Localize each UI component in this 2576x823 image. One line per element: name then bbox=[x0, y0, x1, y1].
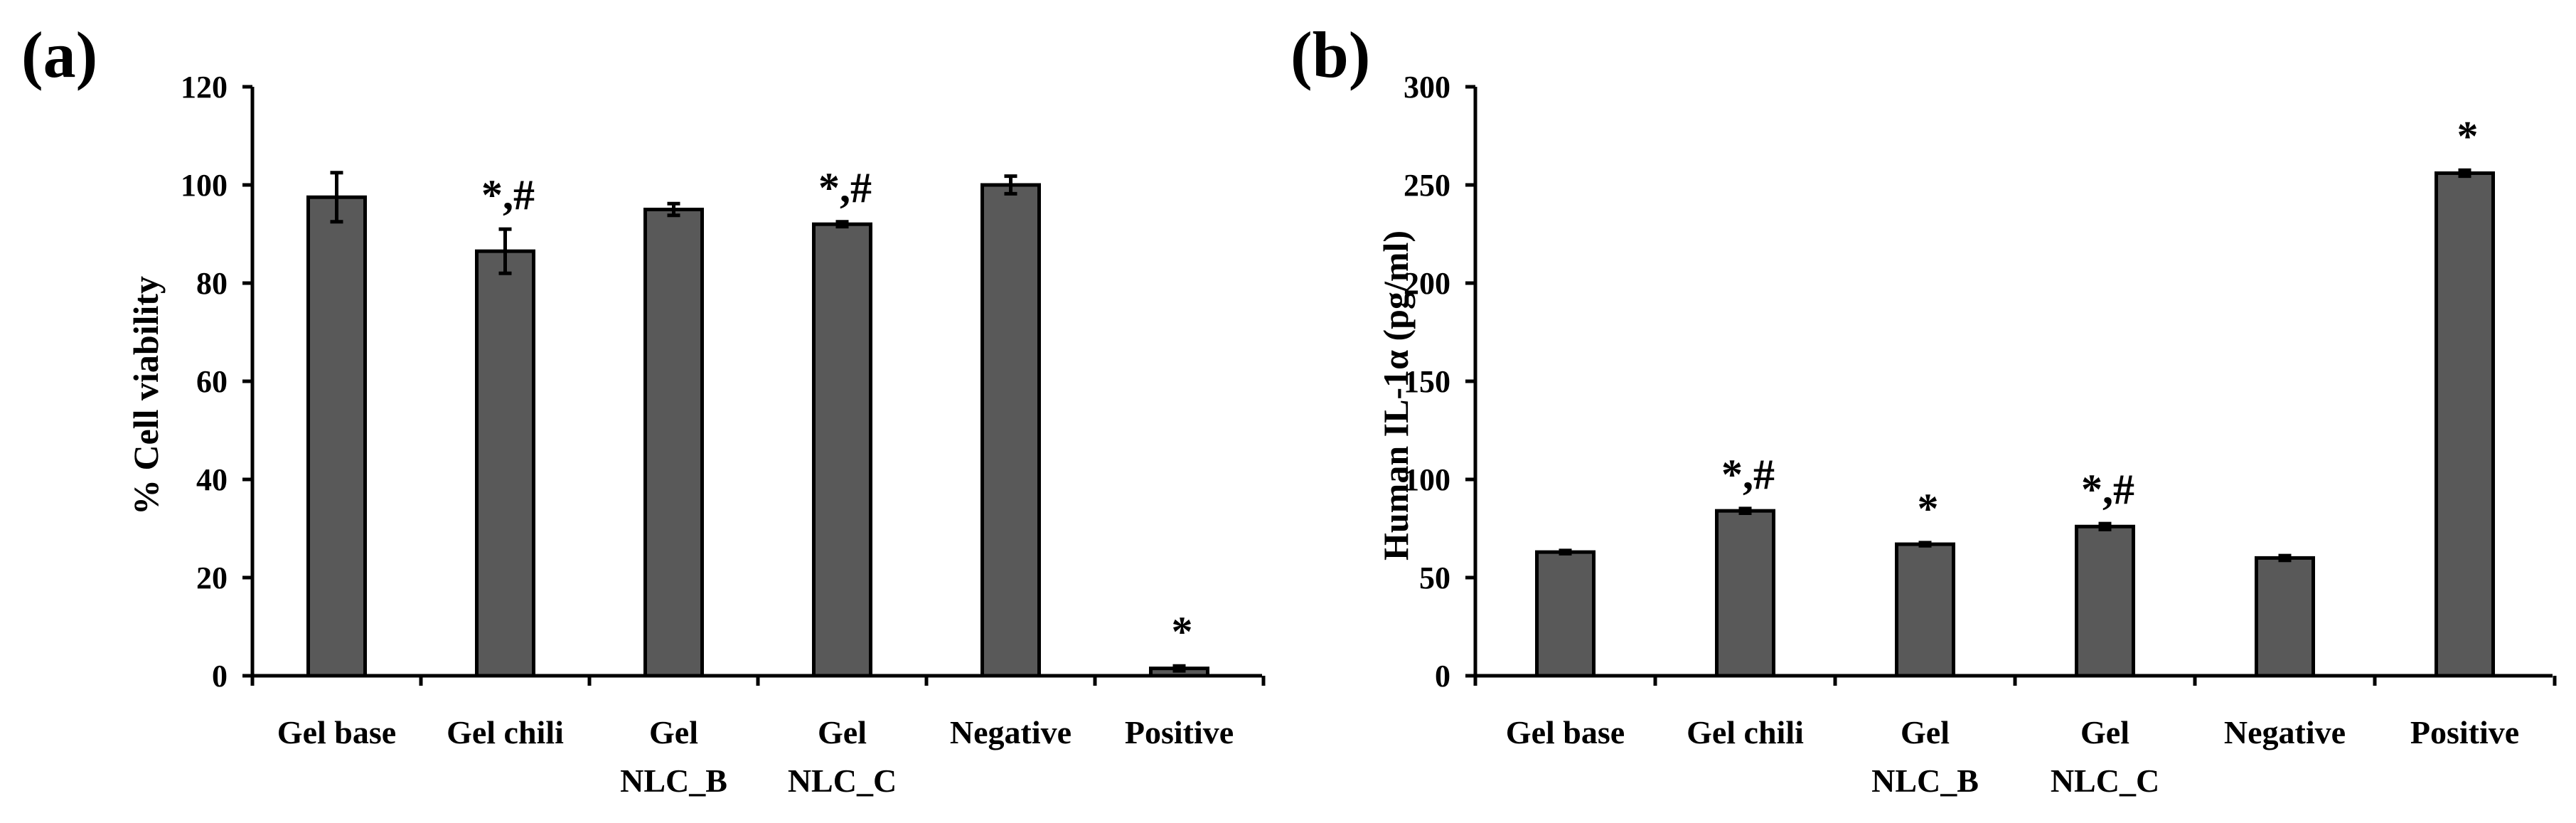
category-label: Negative bbox=[2224, 714, 2346, 750]
category-labels-a: Gel base Gel chili Gel NLC_B Gel NLC_C Negativ… bbox=[277, 714, 1234, 799]
bar bbox=[643, 208, 704, 678]
significance-marker: *,# bbox=[1721, 451, 1775, 498]
category-labels-b: Gel base Gel chili Gel NLC_B Gel NLC_C Negativ… bbox=[1506, 714, 2519, 799]
category-label: Positive bbox=[2410, 714, 2519, 750]
bar bbox=[980, 183, 1041, 678]
y-tick-label: 200 bbox=[1404, 266, 1450, 301]
bars-b bbox=[1535, 171, 2495, 678]
panel-b-il1a-chart: (b) Human IL-1α (pg/ml) *,# * *,# * 0 50 100 1… bbox=[1290, 18, 2557, 799]
error-bars-b bbox=[1559, 168, 2471, 563]
category-label: Gel bbox=[818, 714, 867, 750]
y-tick-label: 100 bbox=[181, 168, 228, 203]
y-tick-labels-a: 0 20 40 60 80 100 120 bbox=[181, 70, 228, 694]
bars-a bbox=[306, 183, 1209, 678]
y-tick-label: 60 bbox=[196, 364, 228, 399]
bar bbox=[1715, 509, 1775, 678]
axes-b bbox=[1465, 85, 2557, 686]
y-tick-label: 150 bbox=[1404, 364, 1450, 399]
category-label-line2: NLC_C bbox=[788, 763, 897, 799]
category-label: Positive bbox=[1125, 714, 1234, 750]
significance-marker: * bbox=[2457, 112, 2479, 159]
bar bbox=[2255, 556, 2315, 678]
y-tick-label: 50 bbox=[1419, 561, 1450, 595]
bar bbox=[1895, 542, 1955, 678]
bar bbox=[2075, 524, 2135, 678]
category-label-line2: NLC_B bbox=[620, 763, 727, 799]
category-label-line2: NLC_B bbox=[1871, 763, 1979, 799]
bar bbox=[475, 249, 535, 678]
axes-a bbox=[242, 85, 1266, 686]
y-axis-title-a: % Cell viability bbox=[126, 276, 166, 515]
category-label: Gel bbox=[1901, 714, 1950, 750]
bar bbox=[812, 222, 872, 678]
bar bbox=[1535, 550, 1596, 678]
y-tick-label: 120 bbox=[181, 70, 228, 105]
y-tick-label: 80 bbox=[196, 266, 228, 301]
panel-label-b: (b) bbox=[1290, 18, 1370, 91]
y-axis-title-b: Human IL-1α (pg/ml) bbox=[1376, 230, 1416, 561]
y-tick-label: 40 bbox=[196, 462, 228, 497]
y-tick-label: 100 bbox=[1404, 462, 1450, 497]
category-label: Gel base bbox=[1506, 714, 1625, 750]
bar bbox=[2435, 171, 2495, 678]
category-label: Gel base bbox=[277, 714, 396, 750]
significance-labels-a: *,# *,# * bbox=[481, 164, 1193, 655]
y-tick-label: 0 bbox=[1435, 659, 1450, 694]
category-label: Gel bbox=[2080, 714, 2129, 750]
significance-marker: *,# bbox=[481, 171, 535, 218]
y-tick-label: 20 bbox=[196, 561, 228, 595]
category-label: Gel chili bbox=[447, 714, 564, 750]
panel-a-cell-viability-chart: (a) % Cell viability *,# *,# * 0 20 40 60 80 10… bbox=[21, 18, 1266, 799]
category-label-line2: NLC_C bbox=[2051, 763, 2159, 799]
y-tick-label: 0 bbox=[212, 659, 228, 694]
error-bars-a bbox=[330, 171, 1186, 673]
significance-marker: * bbox=[1918, 485, 1939, 532]
y-tick-labels-b: 0 50 100 150 200 250 300 bbox=[1404, 70, 1450, 694]
category-label: Gel bbox=[649, 714, 698, 750]
bar bbox=[306, 195, 367, 678]
category-label: Gel chili bbox=[1687, 714, 1804, 750]
significance-labels-b: *,# * *,# * bbox=[1721, 112, 2479, 532]
category-label: Negative bbox=[950, 714, 1071, 750]
significance-marker: *,# bbox=[2081, 466, 2134, 513]
y-tick-label: 300 bbox=[1404, 70, 1450, 105]
significance-marker: * bbox=[1172, 608, 1193, 655]
y-tick-label: 250 bbox=[1404, 168, 1450, 203]
panel-label-a: (a) bbox=[21, 18, 97, 91]
significance-marker: *,# bbox=[818, 164, 872, 211]
